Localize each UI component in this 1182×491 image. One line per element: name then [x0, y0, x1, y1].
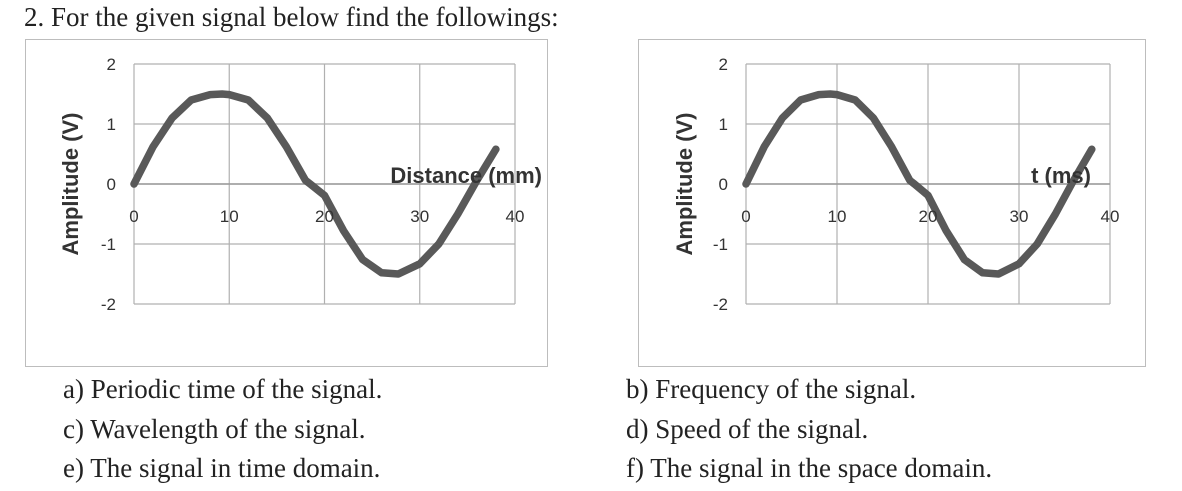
series-line — [130, 90, 500, 278]
y-tick-label: -2 — [713, 295, 728, 314]
series-line — [742, 90, 1096, 278]
y-tick-label: 0 — [107, 175, 116, 194]
question-e: e) The signal in time domain. — [63, 453, 381, 483]
x-tick-label: 20 — [315, 207, 334, 226]
y-axis-title: Amplitude (V) — [672, 113, 697, 256]
y-tick-label: 1 — [107, 115, 116, 134]
question-b: b) Frequency of the signal. — [626, 374, 917, 404]
y-tick-label: 2 — [719, 55, 728, 74]
y-tick-label: 0 — [719, 175, 728, 194]
time-chart-plot: 210-1-20 10 20 30 40t (ms)Amplitude (V) — [672, 55, 1120, 314]
question-c: c) Wavelength of the signal. — [63, 414, 366, 444]
question-f: f) The signal in the space domain. — [626, 453, 993, 483]
x-tick-label: 40 — [1101, 207, 1120, 226]
time-chart: 2 1 0 -1 -2 0 10 20 30 40 t (ms) Amplitude (V) — [638, 39, 1146, 367]
y-tick-label: 2 — [107, 55, 116, 74]
x-tick-label: 10 — [828, 207, 847, 226]
x-tick-label: 20 — [919, 207, 938, 226]
x-tick-label: 30 — [410, 207, 429, 226]
y-tick-label: -2 — [101, 295, 116, 314]
question-a: a) Periodic time of the signal. — [63, 374, 383, 404]
distance-chart: 2 1 0 -1 -2 0 10 20 30 40 Distance (mm) Amplitude (… — [25, 39, 548, 367]
question-heading: 2. For the given signal below find the f… — [24, 2, 559, 32]
y-tick-label: -1 — [713, 235, 728, 254]
x-tick-label: 40 — [506, 207, 525, 226]
x-tick-label: 0 — [741, 207, 750, 226]
x-tick-label: 0 — [129, 207, 138, 226]
y-axis-title: Amplitude (V) — [58, 113, 83, 256]
x-axis-title: t (ms) — [1031, 163, 1091, 188]
y-tick-label: -1 — [101, 235, 116, 254]
x-tick-label: 10 — [220, 207, 239, 226]
x-axis-title: Distance (mm) — [390, 163, 542, 188]
x-tick-label: 30 — [1010, 207, 1029, 226]
question-d: d) Speed of the signal. — [626, 414, 869, 444]
y-tick-label: 1 — [719, 115, 728, 134]
